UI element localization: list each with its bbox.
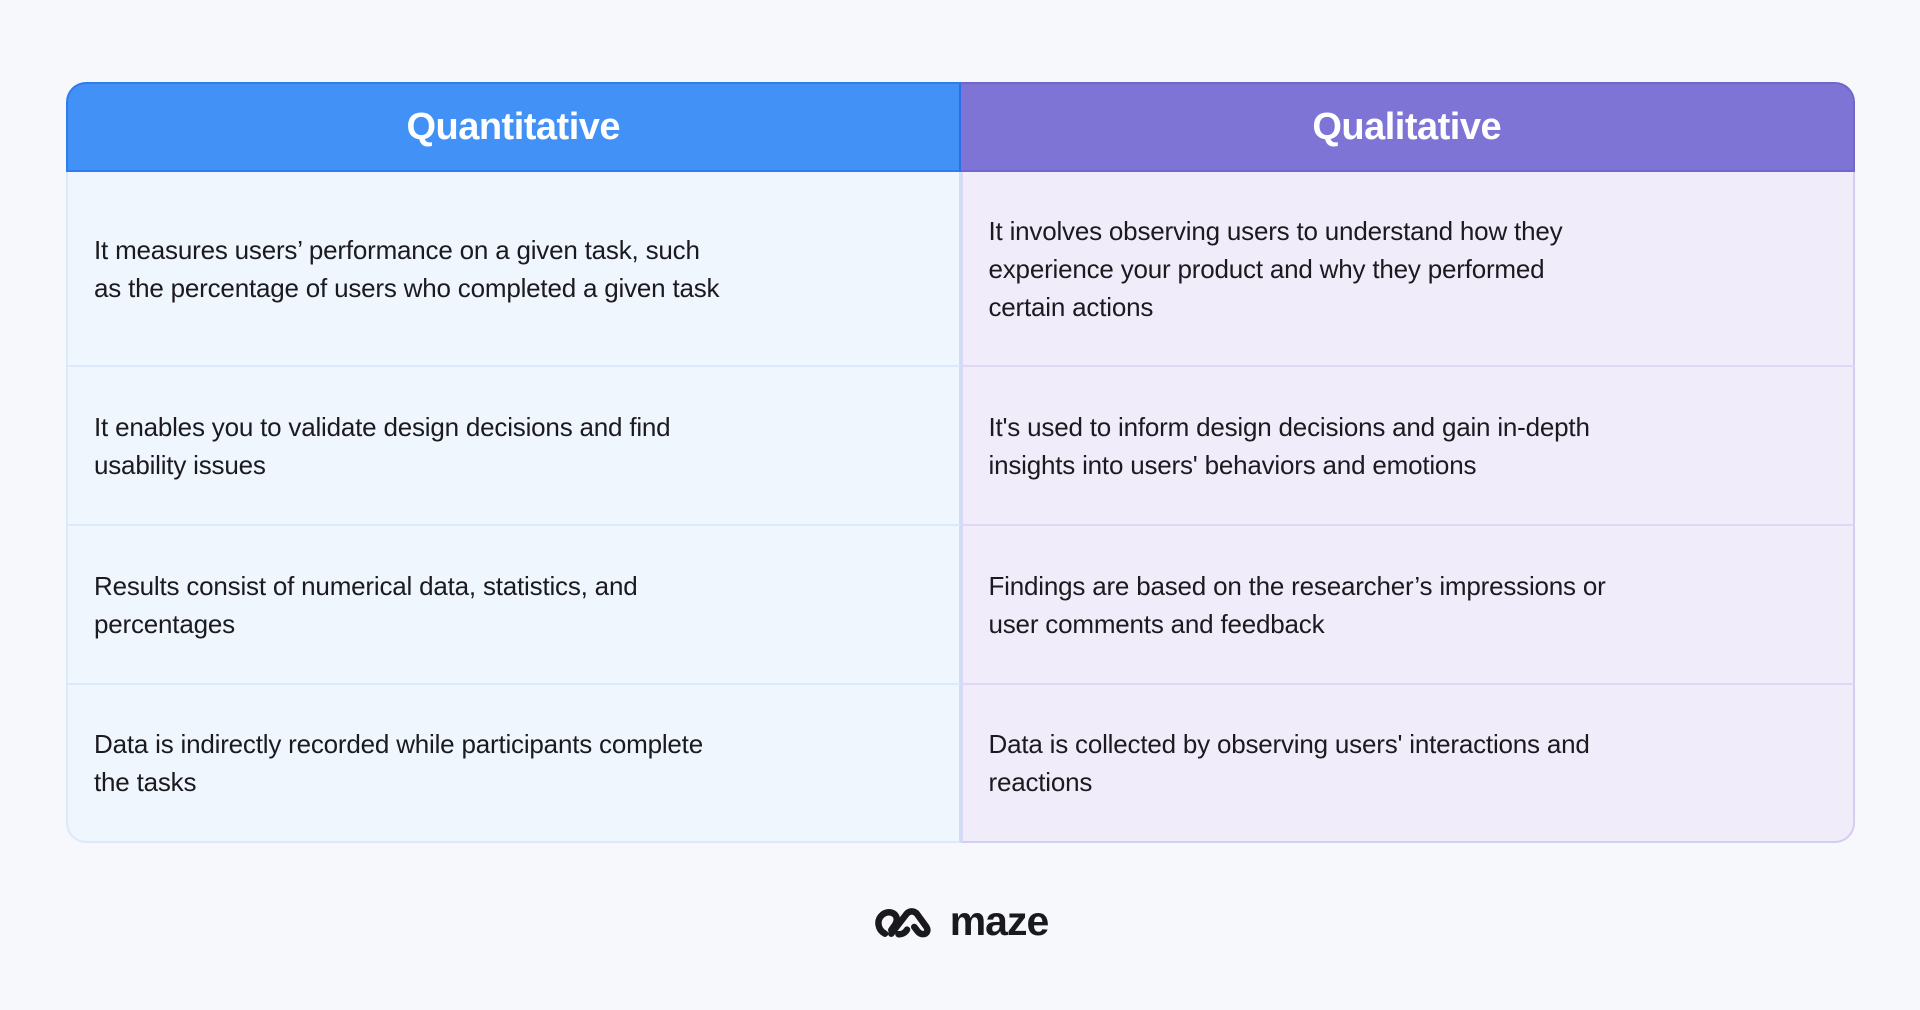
table-body: It measures users’ performance on a give… xyxy=(66,172,1855,843)
comparison-table: Quantitative Qualitative It measures use… xyxy=(66,82,1855,843)
quantitative-column-header: Quantitative xyxy=(66,82,961,172)
table-cell-quantitative-row3: Results consist of numerical data, stati… xyxy=(66,524,961,683)
table-cell-qualitative-row3: Findings are based on the researcher’s i… xyxy=(960,524,1855,683)
qualitative-column-header: Qualitative xyxy=(960,82,1855,172)
table-header-row: Quantitative Qualitative xyxy=(66,82,1855,172)
table-cell-quantitative-row2: It enables you to validate design decisi… xyxy=(66,365,961,524)
maze-logo-icon xyxy=(874,907,931,937)
table-cell-quantitative-row4: Data is indirectly recorded while partic… xyxy=(66,683,961,843)
table-cell-qualitative-row2: It's used to inform design decisions and… xyxy=(960,365,1855,524)
table-cell-quantitative-row1: It measures users’ performance on a give… xyxy=(66,172,961,365)
maze-logo: maze xyxy=(0,898,1920,945)
table-cell-qualitative-row1: It involves observing users to understan… xyxy=(960,172,1855,365)
table-cell-qualitative-row4: Data is collected by observing users' in… xyxy=(960,683,1855,843)
maze-logo-wordmark: maze xyxy=(949,898,1050,944)
